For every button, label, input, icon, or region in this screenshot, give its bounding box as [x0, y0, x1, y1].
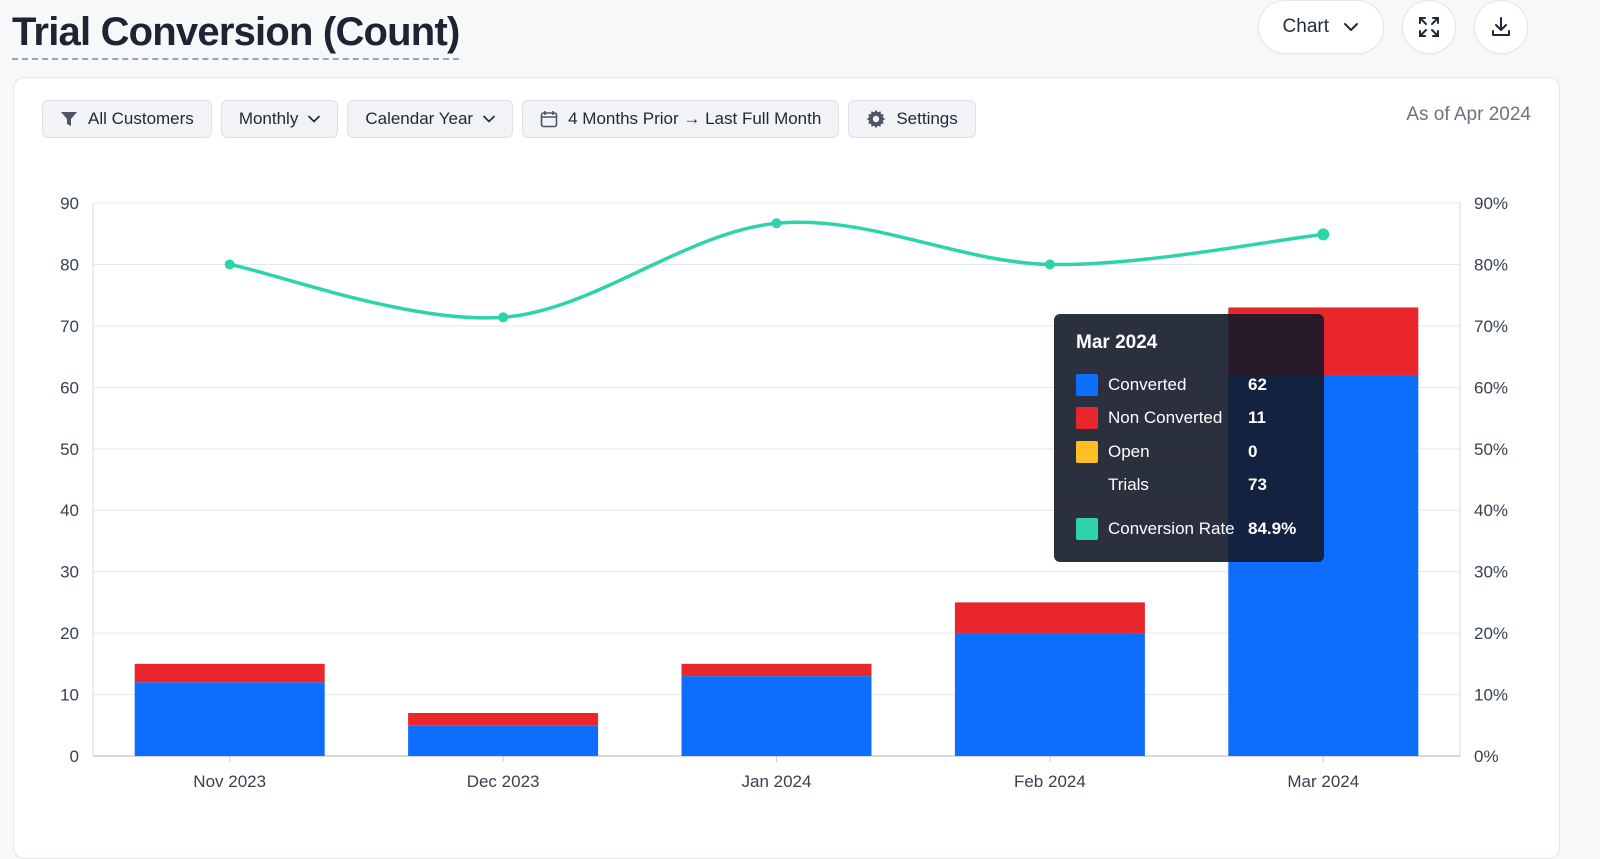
tooltip-label: Non Converted: [1108, 408, 1223, 428]
expand-button[interactable]: [1402, 0, 1456, 54]
y-tick-label: 50: [60, 440, 79, 459]
y2-tick-label: 60%: [1474, 378, 1508, 397]
conversion-rate-swatch: [1076, 517, 1098, 540]
chart-view-dropdown[interactable]: Chart: [1257, 0, 1384, 54]
customer-filter-button[interactable]: All Customers: [42, 100, 212, 138]
y-tick-label: 70: [60, 317, 79, 336]
bar-converted: [134, 682, 325, 756]
bar-converted: [681, 676, 872, 756]
conversion-rate-point: [1044, 259, 1055, 270]
settings-button[interactable]: Settings: [848, 100, 976, 138]
year-type-label: Calendar Year: [365, 109, 474, 128]
converted-swatch: [1076, 373, 1098, 396]
page-title: Trial Conversion (Count): [12, 6, 460, 60]
gear-icon: [867, 109, 886, 129]
tooltip-row-converted: Converted 62: [1076, 368, 1302, 402]
y-tick-label: 40: [60, 501, 79, 520]
settings-label: Settings: [896, 109, 958, 128]
bar-converted: [408, 725, 599, 756]
bar-non-converted: [134, 663, 325, 683]
chevron-down-icon: [308, 115, 321, 123]
tooltip-title: Mar 2024: [1076, 332, 1158, 353]
y2-tick-label: 30%: [1474, 563, 1508, 582]
as-of-label: As of Apr 2024: [1406, 104, 1531, 125]
tooltip-value: 84.9%: [1248, 518, 1297, 538]
tooltip-label: Trials: [1108, 475, 1149, 495]
tooltip-label: Open: [1108, 441, 1150, 461]
calendar-icon: [540, 111, 558, 128]
y2-tick-label: 40%: [1474, 501, 1508, 520]
x-tick-label: Mar 2024: [1287, 772, 1359, 791]
trial-conversion-chart: 0 0% 10 10% 20 20% 30 30% 40 40% 50 50% 60 60% 70 70% 80…: [60, 194, 1508, 791]
y2-tick-label: 20%: [1474, 624, 1508, 643]
chart-tooltip: Mar 2024 Converted 62 Non Converted 11 O…: [1054, 314, 1324, 562]
y-tick-label: 60: [60, 378, 79, 397]
y-tick-label: 20: [60, 624, 79, 643]
bar-non-converted: [408, 712, 599, 726]
conversion-rate-line: [229, 220, 1324, 320]
tooltip-row-conversion-rate: Conversion Rate 84.9%: [1076, 512, 1302, 546]
y2-tick-label: 80%: [1474, 255, 1508, 274]
date-range-button[interactable]: 4 Months Prior → Last Full Month: [522, 100, 840, 138]
non-converted-swatch: [1076, 407, 1098, 430]
bar-converted: [954, 633, 1145, 756]
y-tick-label: 0: [70, 747, 79, 766]
tooltip-value: 73: [1248, 475, 1267, 495]
top-actions: Chart: [1257, 0, 1528, 54]
y2-tick-label: 70%: [1474, 317, 1508, 336]
tooltip-value: 11: [1248, 408, 1266, 428]
download-button[interactable]: [1474, 0, 1528, 54]
conversion-rate-point: [498, 312, 509, 323]
tooltip-label: Conversion Rate: [1108, 518, 1235, 538]
y-tick-label: 90: [60, 194, 79, 213]
granularity-dropdown[interactable]: Monthly: [220, 100, 339, 138]
tooltip-row-trials: Trials 73: [1076, 469, 1302, 503]
chart-view-label: Chart: [1282, 16, 1329, 37]
chevron-down-icon: [1344, 23, 1358, 31]
tooltip-row-open: Open 0: [1076, 435, 1302, 469]
download-icon: [1492, 17, 1510, 36]
x-tick-label: Dec 2023: [467, 772, 540, 791]
tooltip-value: 62: [1248, 374, 1267, 394]
customer-filter-label: All Customers: [88, 109, 194, 128]
y-tick-label: 10: [60, 686, 79, 705]
bar-non-converted: [681, 663, 872, 677]
y-tick-label: 30: [60, 563, 79, 582]
bar-non-converted: [954, 602, 1145, 634]
year-type-dropdown[interactable]: Calendar Year: [347, 100, 514, 138]
conversion-rate-point: [224, 259, 235, 270]
filter-icon: [61, 112, 77, 126]
y2-tick-label: 90%: [1474, 194, 1508, 213]
x-tick-label: Jan 2024: [742, 772, 812, 791]
y2-tick-label: 50%: [1474, 440, 1508, 459]
filter-bar: All Customers Monthly Calendar Year 4 Mo…: [42, 100, 976, 138]
tooltip-label: Converted: [1108, 374, 1187, 394]
x-tick-label: Nov 2023: [193, 772, 266, 791]
date-range-label: 4 Months Prior → Last Full Month: [568, 109, 822, 128]
granularity-label: Monthly: [238, 109, 299, 128]
x-tick-label: Feb 2024: [1014, 772, 1086, 791]
conversion-rate-point: [1317, 228, 1330, 241]
y-tick-label: 80: [60, 255, 79, 274]
tooltip-value: 0: [1248, 441, 1258, 461]
conversion-rate-point: [771, 218, 782, 229]
expand-icon: [1419, 17, 1439, 37]
open-swatch: [1076, 440, 1098, 463]
blank-swatch: [1076, 474, 1098, 496]
tooltip-row-non-converted: Non Converted 11: [1076, 402, 1302, 436]
y2-tick-label: 10%: [1474, 686, 1508, 705]
chevron-down-icon: [483, 115, 495, 123]
y2-tick-label: 0%: [1474, 747, 1499, 766]
